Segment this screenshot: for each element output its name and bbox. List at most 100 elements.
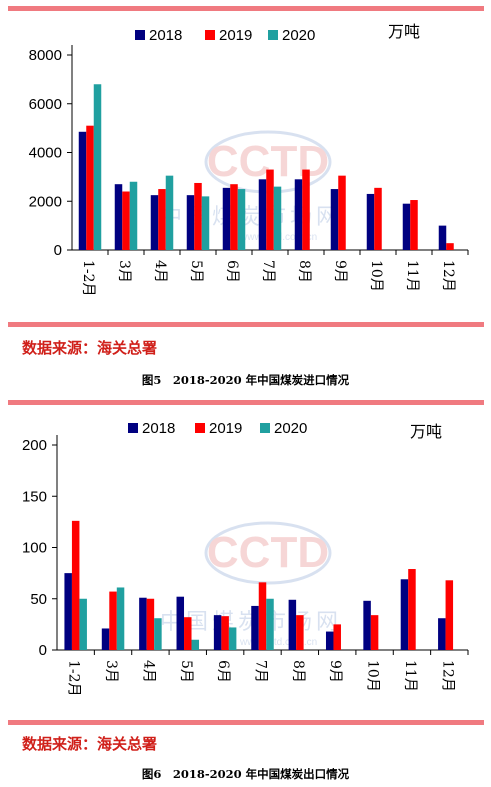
bar-2019 — [184, 617, 192, 650]
source-note-2: 数据来源：海关总署 — [22, 735, 158, 753]
y-tick-label: 2000 — [29, 193, 62, 210]
bar-2018 — [222, 187, 231, 250]
source-note-1: 数据来源：海关总署 — [22, 339, 158, 357]
bar-2020 — [273, 186, 282, 250]
unit-label: 万吨 — [410, 422, 442, 441]
bar-2019 — [296, 615, 304, 650]
bar-2019 — [338, 175, 346, 250]
x-tick-label: 8月 — [290, 660, 306, 683]
legend-label-2020: 2020 — [274, 420, 307, 437]
x-tick-label: 12月 — [439, 660, 455, 692]
legend-label-2019: 2019 — [219, 27, 252, 44]
legend-label-2020: 2020 — [282, 27, 315, 44]
y-tick-label: 6000 — [29, 96, 62, 113]
unit-label: 万吨 — [388, 22, 420, 41]
bar-2020 — [93, 84, 102, 250]
x-tick-label: 6月 — [215, 660, 231, 683]
watermark-ring — [204, 521, 332, 585]
y-tick-label: 50 — [30, 591, 47, 608]
bar-2018 — [294, 179, 303, 250]
bar-2019 — [302, 169, 310, 250]
bar-2019 — [71, 520, 80, 650]
bar-2020 — [228, 627, 237, 650]
x-tick-label: 1-2月 — [80, 260, 96, 297]
bar-2019 — [258, 582, 267, 650]
x-tick-label: 9月 — [332, 260, 348, 283]
y-tick-label: 4000 — [29, 145, 62, 162]
watermark-logo: CCTD — [207, 528, 329, 577]
bar-2018 — [258, 179, 267, 250]
bar-2018 — [176, 596, 185, 650]
bar-2019 — [408, 569, 416, 650]
x-tick-label: 9月 — [327, 660, 343, 683]
rule-before-chart2 — [8, 400, 484, 405]
bar-2019 — [146, 598, 155, 650]
x-tick-label: 10月 — [365, 660, 381, 692]
x-tick-label: 3月 — [103, 660, 119, 683]
rule-after-chart1 — [8, 322, 484, 327]
bar-2019 — [446, 243, 454, 250]
bar-2020 — [79, 598, 87, 650]
bar-2019 — [230, 184, 238, 250]
bar-2020 — [165, 175, 174, 250]
legend-swatch-2018 — [128, 423, 138, 433]
bar-2018 — [438, 225, 447, 250]
x-tick-label: 6月 — [224, 260, 240, 283]
y-tick-label: 150 — [22, 488, 47, 505]
coal-import-chart: CCTD中国煤炭市场网www.cctd.com.cn02000400060008… — [29, 22, 469, 297]
x-tick-label: 8月 — [296, 260, 312, 283]
bar-2020 — [129, 181, 138, 250]
legend-label-2019: 2019 — [209, 420, 242, 437]
top-rule — [8, 6, 484, 11]
x-tick-label: 11月 — [404, 260, 420, 292]
legend-label-2018: 2018 — [149, 27, 182, 44]
legend-swatch-2020 — [260, 423, 270, 433]
bar-2019 — [221, 616, 229, 650]
bar-2018 — [288, 599, 297, 650]
bar-2018 — [438, 618, 446, 650]
bar-2018 — [213, 615, 222, 650]
legend-swatch-2018 — [135, 30, 145, 40]
bar-2020 — [191, 639, 200, 650]
x-tick-label: 7月 — [253, 660, 269, 683]
watermark-url: www.cctd.com.cn — [239, 637, 317, 648]
x-tick-label: 10月 — [368, 260, 384, 292]
bar-2019 — [370, 615, 379, 650]
bar-2018 — [363, 600, 371, 650]
bar-2019 — [109, 591, 117, 650]
y-tick-label: 0 — [39, 642, 47, 659]
x-tick-label: 3月 — [116, 260, 132, 283]
bar-2020 — [154, 618, 162, 650]
x-tick-label: 1-2月 — [66, 660, 82, 697]
bar-2018 — [186, 195, 195, 250]
legend-swatch-2020 — [268, 30, 278, 40]
bar-2018 — [251, 605, 259, 650]
legend-swatch-2019 — [205, 30, 215, 40]
bar-2018 — [402, 203, 411, 250]
bar-2018 — [400, 579, 409, 650]
x-tick-label: 4月 — [152, 260, 168, 283]
bar-2019 — [122, 191, 130, 250]
bar-2018 — [101, 628, 110, 650]
bar-2018 — [78, 131, 87, 250]
y-tick-label: 0 — [54, 242, 62, 259]
bar-2018 — [330, 189, 339, 250]
bar-2019 — [158, 189, 166, 250]
x-tick-label: 12月 — [440, 260, 456, 292]
y-tick-label: 8000 — [29, 47, 62, 64]
legend-label-2018: 2018 — [142, 420, 175, 437]
y-tick-label: 100 — [22, 540, 47, 557]
rule-after-chart2 — [8, 720, 484, 725]
bar-2018 — [114, 184, 123, 250]
y-tick-label: 200 — [22, 437, 47, 454]
x-tick-label: 4月 — [140, 660, 156, 683]
bar-2020 — [266, 598, 274, 650]
bar-2018 — [325, 631, 334, 650]
bar-2019 — [266, 169, 274, 250]
bar-2019 — [86, 125, 94, 250]
bar-2018 — [366, 193, 375, 250]
bar-2018 — [139, 597, 147, 650]
x-tick-label: 11月 — [402, 660, 418, 692]
figure-5-caption: 图5 2018-2020 年中国煤炭进口情况 — [141, 373, 350, 387]
